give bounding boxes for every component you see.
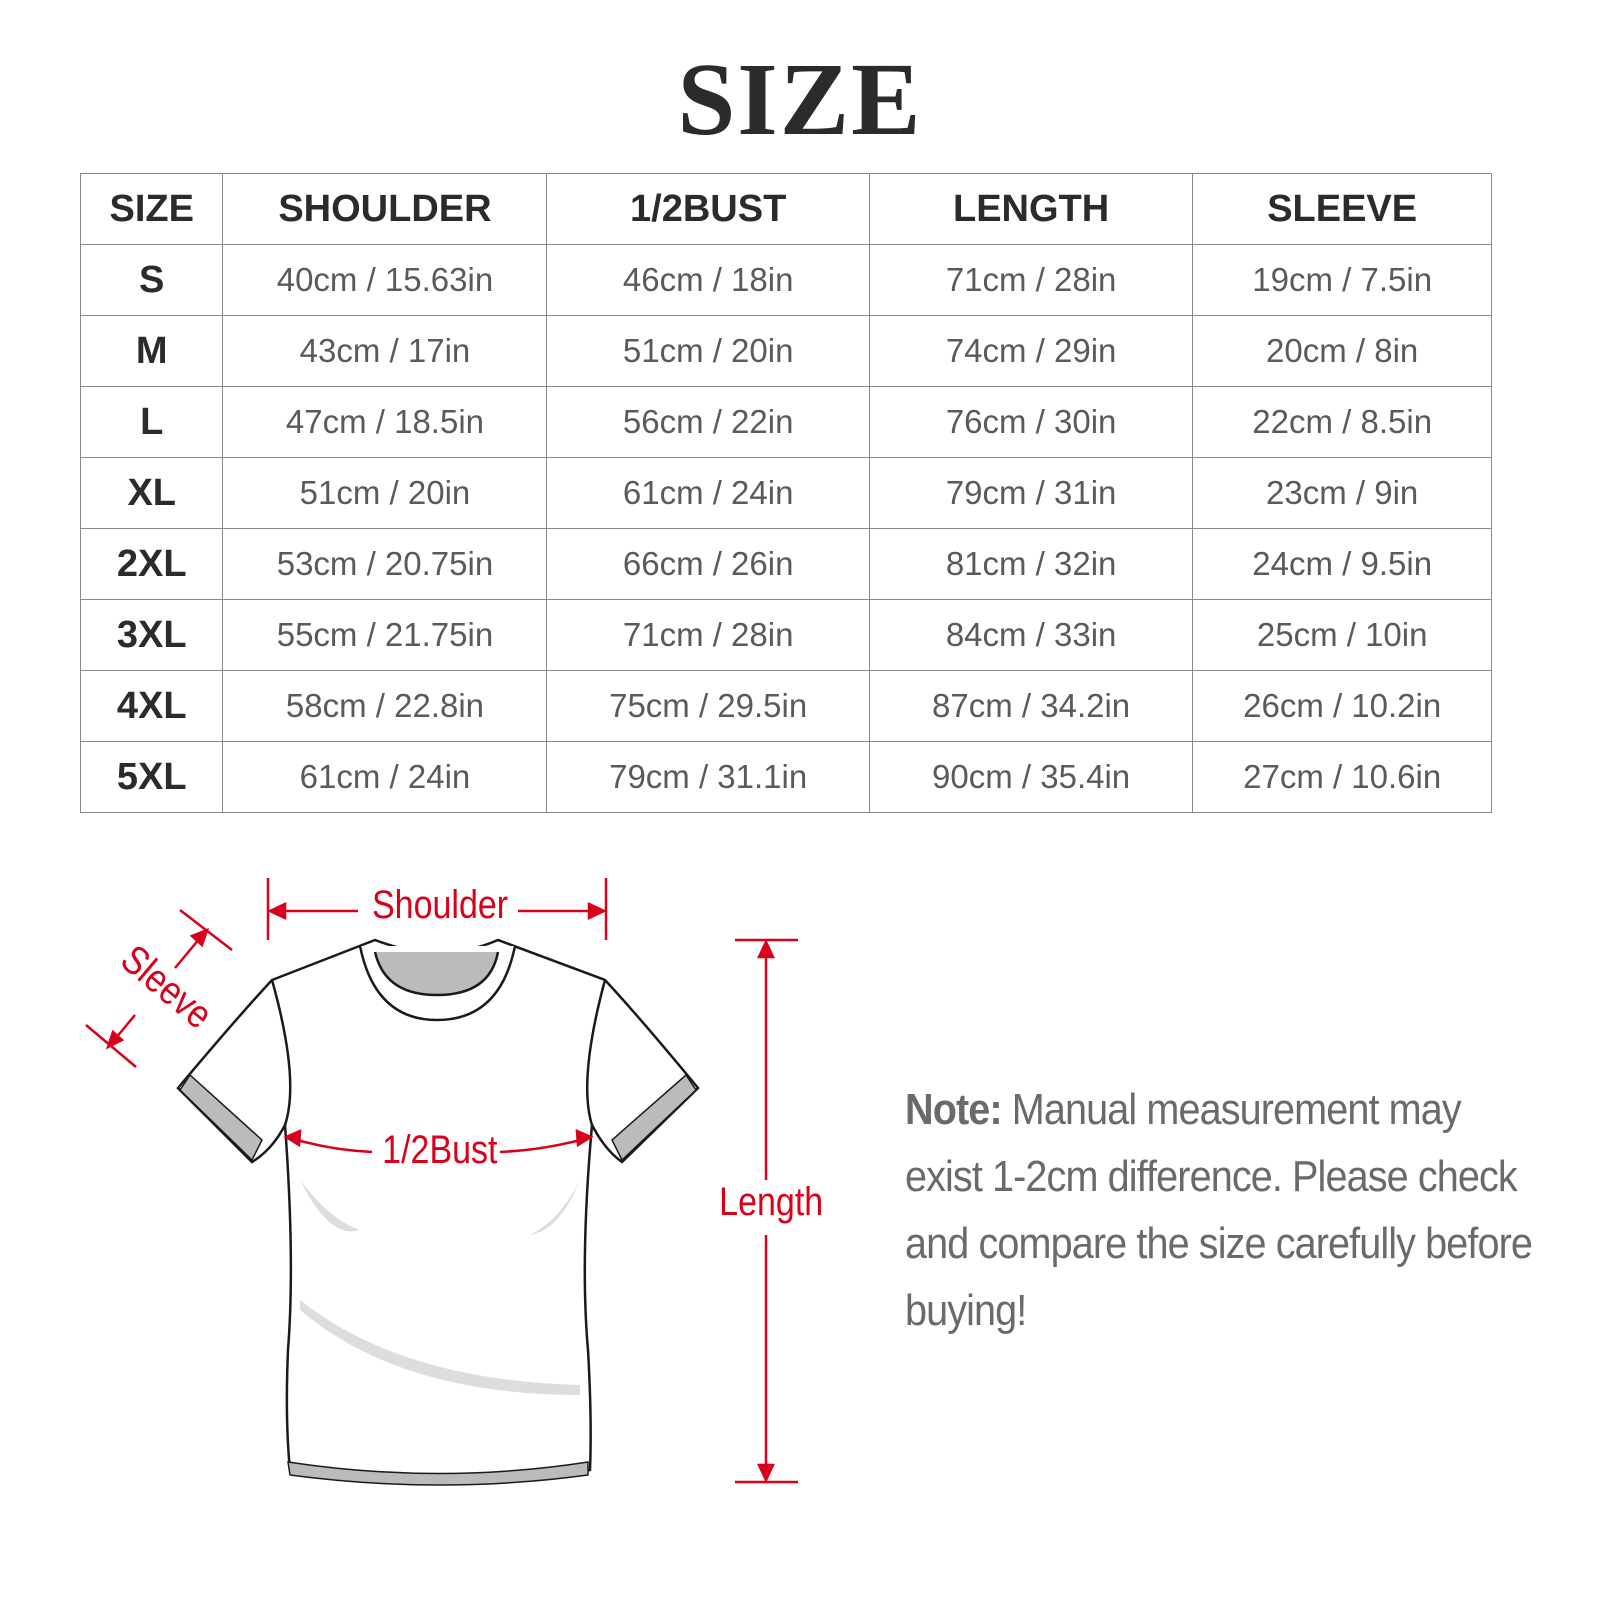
page-title: SIZE — [677, 42, 923, 157]
measurement-cell: 66cm / 26in — [546, 528, 870, 600]
measurement-cell: 90cm / 35.4in — [868, 741, 1194, 813]
measurement-cell: 76cm / 30in — [868, 386, 1194, 458]
tshirt-diagram — [85, 878, 798, 1486]
measurement-cell: 25cm / 10in — [1192, 599, 1492, 671]
shoulder-label: Shoulder — [372, 883, 509, 927]
measurement-cell: 81cm / 32in — [868, 528, 1194, 600]
size-cell: 3XL — [79, 599, 224, 671]
table-header-row: SIZE SHOULDER 1/2BUST LENGTH SLEEVE — [79, 173, 1492, 245]
measurement-cell: 56cm / 22in — [546, 386, 870, 458]
size-cell: M — [79, 315, 224, 387]
note-body: Manual measurement may exist 1-2cm diffe… — [905, 1085, 1533, 1335]
measurement-cell: 79cm / 31in — [868, 457, 1194, 529]
size-cell: 5XL — [79, 741, 224, 813]
size-cell: 2XL — [79, 528, 224, 600]
size-cell: 4XL — [79, 670, 224, 742]
measurement-cell: 74cm / 29in — [868, 315, 1194, 387]
note-text: Note: Manual measurement may exist 1-2cm… — [905, 1076, 1535, 1344]
measurement-cell: 53cm / 20.75in — [222, 528, 548, 600]
measurement-cell: 58cm / 22.8in — [222, 670, 548, 742]
column-header-12bust: 1/2BUST — [546, 173, 870, 245]
table-row: 3XL 55cm / 21.75in 71cm / 28in 84cm / 33in 2… — [79, 599, 1492, 671]
table-row: 5XL 61cm / 24in 79cm / 31.1in 90cm / 35.4in… — [79, 741, 1492, 813]
size-cell: L — [79, 386, 224, 458]
measurement-cell: 87cm / 34.2in — [868, 670, 1194, 742]
measurement-cell: 75cm / 29.5in — [546, 670, 870, 742]
table-row: 2XL 53cm / 20.75in 66cm / 26in 81cm / 32in 2… — [79, 528, 1492, 600]
measurement-cell: 61cm / 24in — [222, 741, 548, 813]
measurement-cell: 40cm / 15.63in — [222, 244, 548, 316]
note-label: Note: — [905, 1085, 1003, 1134]
measurement-cell: 26cm / 10.2in — [1192, 670, 1492, 742]
measurement-cell: 84cm / 33in — [868, 599, 1194, 671]
table-row: L 47cm / 18.5in 56cm / 22in 76cm / 30in 22cm… — [79, 386, 1492, 458]
measurement-cell: 23cm / 9in — [1192, 457, 1492, 529]
column-header-size: SIZE — [79, 173, 224, 245]
measurement-cell: 27cm / 10.6in — [1192, 741, 1492, 813]
measurement-cell: 24cm / 9.5in — [1192, 528, 1492, 600]
tshirt-icon — [176, 938, 700, 1486]
measurement-cell: 71cm / 28in — [546, 599, 870, 671]
size-cell: S — [79, 244, 224, 316]
table-row: 4XL 58cm / 22.8in 75cm / 29.5in 87cm / 34.2… — [79, 670, 1492, 742]
measurement-cell: 79cm / 31.1in — [546, 741, 870, 813]
table-row: XL 51cm / 20in 61cm / 24in 79cm / 31in 23cm … — [79, 457, 1492, 529]
measurement-cell: 47cm / 18.5in — [222, 386, 548, 458]
length-label: Length — [719, 1180, 824, 1224]
measurement-cell: 20cm / 8in — [1192, 315, 1492, 387]
measurement-cell: 55cm / 21.75in — [222, 599, 548, 671]
measurement-arrows — [85, 878, 798, 1484]
measurement-cell: 51cm / 20in — [546, 315, 870, 387]
measurement-cell: 46cm / 18in — [546, 244, 870, 316]
column-header-length: LENGTH — [868, 173, 1194, 245]
measurement-cell: 43cm / 17in — [222, 315, 548, 387]
bust-label: 1/2Bust — [382, 1128, 498, 1172]
measurement-cell: 51cm / 20in — [222, 457, 548, 529]
column-header-shoulder: SHOULDER — [222, 173, 548, 245]
measurement-cell: 19cm / 7.5in — [1192, 244, 1492, 316]
table-row: M 43cm / 17in 51cm / 20in 74cm / 29in 20cm /… — [79, 315, 1492, 387]
column-header-sleeve: SLEEVE — [1192, 173, 1492, 245]
measurement-cell: 71cm / 28in — [868, 244, 1194, 316]
fabric-shading — [300, 1180, 580, 1395]
size-table: SIZE SHOULDER 1/2BUST LENGTH SLEEVE S 40cm / … — [79, 173, 1492, 813]
measurement-cell: 22cm / 8.5in — [1192, 386, 1492, 458]
table-row: S 40cm / 15.63in 46cm / 18in 71cm / 28in 19c… — [79, 244, 1492, 316]
measurement-cell: 61cm / 24in — [546, 457, 870, 529]
size-cell: XL — [79, 457, 224, 529]
